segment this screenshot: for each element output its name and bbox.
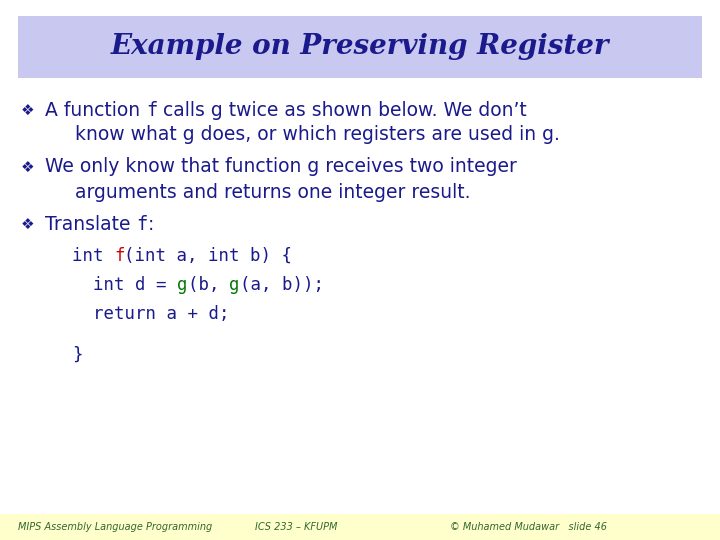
Text: (b,: (b, (187, 276, 230, 294)
Text: }: } (72, 346, 83, 364)
Text: int d =: int d = (72, 276, 177, 294)
Text: g: g (177, 276, 187, 294)
Text: ❖: ❖ (21, 217, 35, 232)
Bar (18, 16, 702, 78)
Bar (0, 514, 720, 540)
Text: ❖: ❖ (21, 159, 35, 174)
Text: We only know that function g receives two integer: We only know that function g receives tw… (45, 158, 517, 177)
Text: f: f (137, 214, 148, 233)
Text: :: : (148, 214, 154, 233)
Text: int: int (72, 247, 114, 265)
Text: calls g twice as shown below. We don’t: calls g twice as shown below. We don’t (158, 100, 527, 119)
Text: return a + d;: return a + d; (72, 305, 230, 323)
Text: MIPS Assembly Language Programming: MIPS Assembly Language Programming (18, 522, 212, 532)
Text: ❖: ❖ (21, 103, 35, 118)
Text: (a, b));: (a, b)); (240, 276, 324, 294)
Text: g: g (230, 276, 240, 294)
Text: know what g does, or which registers are used in g.: know what g does, or which registers are… (75, 125, 560, 145)
Text: ICS 233 – KFUPM: ICS 233 – KFUPM (255, 522, 338, 532)
Text: A function: A function (45, 100, 146, 119)
Text: f: f (146, 100, 158, 119)
Text: f: f (114, 247, 125, 265)
Text: (int a, int b) {: (int a, int b) { (125, 247, 292, 265)
Text: arguments and returns one integer result.: arguments and returns one integer result… (75, 183, 470, 201)
Text: Translate: Translate (45, 214, 137, 233)
Text: © Muhamed Mudawar   slide 46: © Muhamed Mudawar slide 46 (450, 522, 607, 532)
Text: Example on Preserving Register: Example on Preserving Register (111, 33, 609, 60)
